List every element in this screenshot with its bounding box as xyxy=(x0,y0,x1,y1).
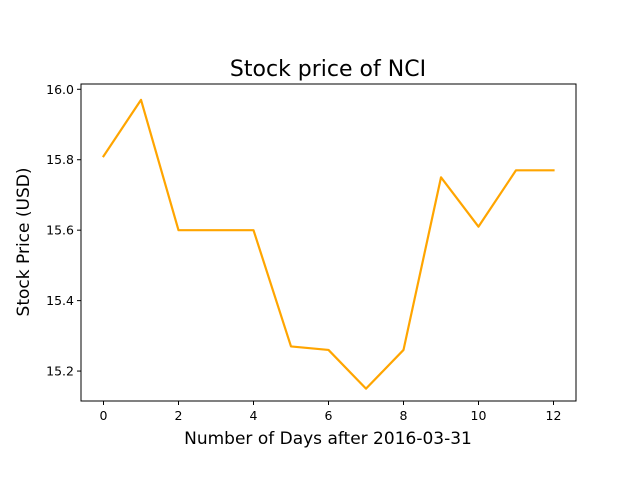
x-tick-label: 12 xyxy=(546,408,562,423)
x-tick-label: 0 xyxy=(100,408,108,423)
series-line xyxy=(101,98,555,390)
x-tick-label: 10 xyxy=(471,408,487,423)
plot-frame xyxy=(80,83,577,402)
y-tick-label: 15.6 xyxy=(46,223,74,238)
x-tick-label: 6 xyxy=(325,408,333,423)
chart-title: Stock price of NCI xyxy=(230,57,426,82)
x-tick-label: 8 xyxy=(400,408,408,423)
x-axis-label: Number of Days after 2016-03-31 xyxy=(184,429,472,449)
y-tick-label: 15.8 xyxy=(46,152,74,167)
y-tick-label: 15.4 xyxy=(46,293,74,308)
y-tick-label: 16.0 xyxy=(46,82,74,97)
x-tick-label: 2 xyxy=(175,408,183,423)
y-tick-label: 15.2 xyxy=(46,364,74,379)
x-tick-label: 4 xyxy=(250,408,258,423)
plot-area: 0 2 4 6 8 10 12 15.2 15.4 15.6 15.8 16.0 xyxy=(46,82,577,423)
y-axis-label: Stock Price (USD) xyxy=(14,168,34,317)
